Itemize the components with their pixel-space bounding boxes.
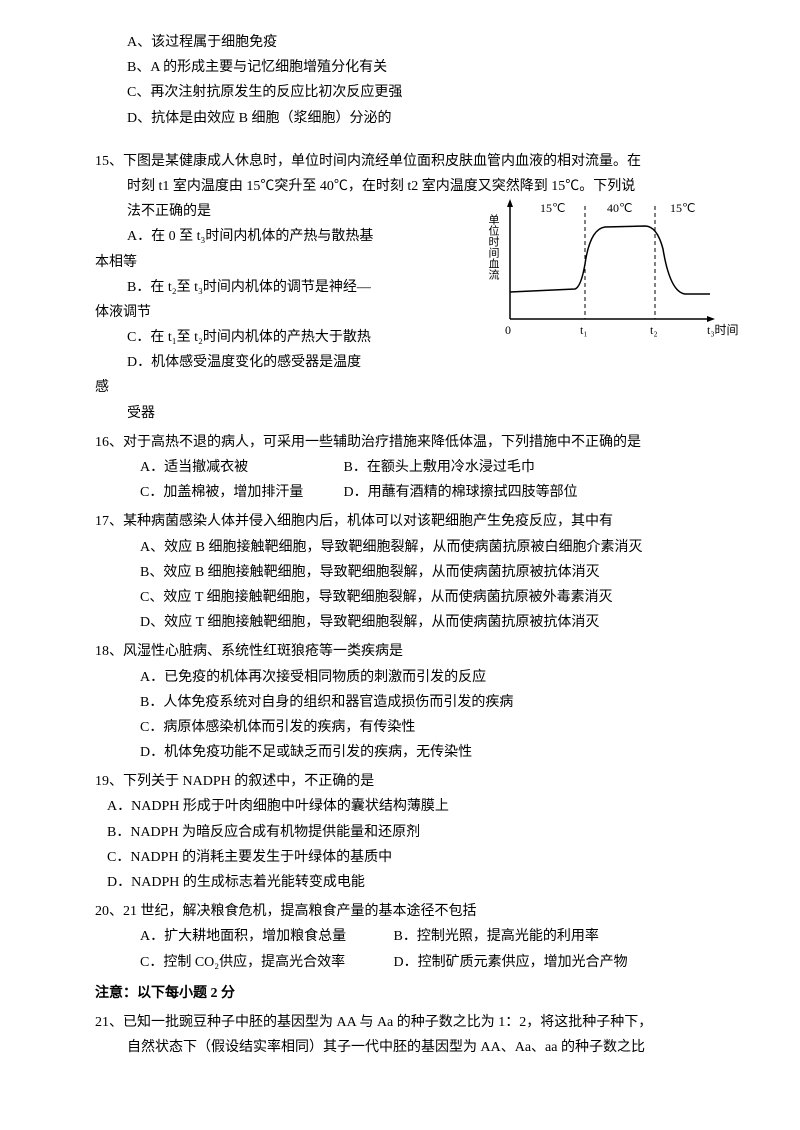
- x-arrow-icon: [707, 316, 715, 322]
- q14-option-b: B、A 的形成主要与记忆细胞增殖分化有关: [127, 55, 725, 80]
- q15-stem1: 下图是某健康成人休息时，单位时间内流经单位面积皮肤血管内血液的相对流量。在: [123, 154, 641, 169]
- q14-option-a: A、该过程属于细胞免疫: [127, 30, 725, 55]
- q19-optD: D．NADPH 的生成标志着光能转变成电能: [107, 870, 725, 895]
- q15-optD1: D．机体感受温度变化的感受器是温度: [127, 350, 435, 375]
- temp2-label: 40℃: [607, 201, 632, 215]
- q17-optA: A、效应 B 细胞接触靶细胞，导致靶细胞裂解，从而使病菌抗原被白细胞介素消灭: [140, 535, 725, 560]
- q15-optD2: 感: [95, 375, 725, 400]
- q18-optA: A．已免疫的机体再次接受相同物质的刺激而引发的反应: [140, 665, 725, 690]
- xlabel: t₃时间: [707, 323, 739, 337]
- q18-num: 18、: [95, 644, 123, 659]
- q16-optB: B．在额头上敷用冷水浸过毛巾: [344, 455, 535, 480]
- q20-optA: A．扩大耕地面积，增加粮食总量: [140, 924, 390, 949]
- q19: 19、下列关于 NADPH 的叙述中，不正确的是 A．NADPH 形成于叶肉细胞…: [95, 769, 725, 895]
- q15: 15、下图是某健康成人休息时，单位时间内流经单位面积皮肤血管内血液的相对流量。在…: [95, 149, 725, 426]
- q15-optD3: 受器: [127, 401, 725, 426]
- blood-flow-chart: 单位时间血流 15℃ 40℃ 15℃ 0 t₁ t₂ t₃时间: [485, 194, 745, 339]
- t1-label: t₁: [580, 323, 588, 337]
- q16-optC: C．加盖棉被，增加排汗量: [140, 480, 340, 505]
- temp1-label: 15℃: [540, 201, 565, 215]
- q15-optC: C．在 t₁至 t₂时间内机体的产热大于散热: [127, 325, 435, 350]
- q18-optD: D．机体免疫功能不足或缺乏而引发的疾病，无传染性: [140, 740, 725, 765]
- q16-optD: D．用蘸有酒精的棉球擦拭四肢等部位: [344, 480, 578, 505]
- q20: 20、21 世纪，解决粮食危机，提高粮食产量的基本途径不包括 A．扩大耕地面积，…: [95, 899, 725, 975]
- q18: 18、风湿性心脏病、系统性红斑狼疮等一类疾病是 A．已免疫的机体再次接受相同物质…: [95, 639, 725, 765]
- chart-svg: 单位时间血流 15℃ 40℃ 15℃ 0 t₁ t₂ t₃时间: [485, 194, 745, 342]
- q15-optB1: B．在 t₂至 t₃时间内机体的调节是神经—: [127, 275, 435, 300]
- q19-optA: A．NADPH 形成于叶肉细胞中叶绿体的囊状结构薄膜上: [107, 794, 725, 819]
- ylabel: 单位时间血流: [487, 214, 500, 280]
- q18-stem: 风湿性心脏病、系统性红斑狼疮等一类疾病是: [123, 644, 403, 659]
- q20-num: 20、: [95, 904, 123, 919]
- q21: 21、已知一批豌豆种子中胚的基因型为 AA 与 Aa 的种子数之比为 1：2，将…: [95, 1010, 725, 1060]
- q19-optB: B．NADPH 为暗反应合成有机物提供能量和还原剂: [107, 820, 725, 845]
- y-arrow-icon: [507, 199, 513, 207]
- q14-options: A、该过程属于细胞免疫 B、A 的形成主要与记忆细胞增殖分化有关 C、再次注射抗…: [95, 30, 725, 131]
- q19-optC: C．NADPH 的消耗主要发生于叶绿体的基质中: [107, 845, 725, 870]
- q21-stem1: 已知一批豌豆种子中胚的基因型为 AA 与 Aa 的种子数之比为 1：2，将这批种…: [123, 1015, 652, 1030]
- q20-optC: C．控制 CO₂供应，提高光合效率: [140, 950, 390, 975]
- q19-stem: 下列关于 NADPH 的叙述中，不正确的是: [123, 774, 374, 789]
- q15-optA1: A．在 0 至 t₃时间内机体的产热与散热基: [127, 224, 435, 249]
- q16-optA: A．适当撤减衣被: [140, 455, 340, 480]
- q15-num: 15、: [95, 154, 123, 169]
- q15-optA2: 本相等: [95, 250, 435, 275]
- q16: 16、对于高热不退的病人，可采用一些辅助治疗措施来降低体温，下列措施中不正确的是…: [95, 430, 725, 506]
- q17-stem: 某种病菌感染人体并侵入细胞内后，机体可以对该靶细胞产生免疫反应，其中有: [123, 514, 613, 529]
- q17-num: 17、: [95, 514, 123, 529]
- q17: 17、某种病菌感染人体并侵入细胞内后，机体可以对该靶细胞产生免疫反应，其中有 A…: [95, 509, 725, 635]
- q18-optC: C．病原体感染机体而引发的疾病，有传染性: [140, 715, 725, 740]
- q20-optD: D．控制矿质元素供应，增加光合产物: [394, 950, 628, 975]
- q17-optC: C、效应 T 细胞接触靶细胞，导致靶细胞裂解，从而使病菌抗原被外毒素消灭: [140, 585, 725, 610]
- origin-label: 0: [505, 323, 511, 337]
- q14-option-c: C、再次注射抗原发生的反应比初次反应更强: [127, 80, 725, 105]
- t2-label: t₂: [650, 323, 658, 337]
- q15-optB2: 体液调节: [95, 300, 435, 325]
- q21-stem2: 自然状态下（假设结实率相同）其子一代中胚的基因型为 AA、Aa、aa 的种子数之…: [127, 1035, 725, 1060]
- q17-optB: B、效应 B 细胞接触靶细胞，导致靶细胞裂解，从而使病菌抗原被抗体消灭: [140, 560, 725, 585]
- temp3-label: 15℃: [670, 201, 695, 215]
- q20-optB: B．控制光照，提高光能的利用率: [394, 924, 599, 949]
- q19-num: 19、: [95, 774, 123, 789]
- q14-option-d: D、抗体是由效应 B 细胞（浆细胞）分泌的: [127, 106, 725, 131]
- q17-optD: D、效应 T 细胞接触靶细胞，导致靶细胞裂解，从而使病菌抗原被抗体消灭: [140, 610, 725, 635]
- q16-num: 16、: [95, 435, 123, 450]
- q21-num: 21、: [95, 1015, 123, 1030]
- curve: [510, 226, 710, 294]
- q20-stem: 21 世纪，解决粮食危机，提高粮食产量的基本途径不包括: [123, 904, 477, 919]
- q18-optB: B．人体免疫系统对自身的组织和器官造成损伤而引发的疾病: [140, 690, 725, 715]
- q16-stem: 对于高热不退的病人，可采用一些辅助治疗措施来降低体温，下列措施中不正确的是: [123, 435, 641, 450]
- section-note: 注意：以下每小题 2 分: [95, 981, 725, 1006]
